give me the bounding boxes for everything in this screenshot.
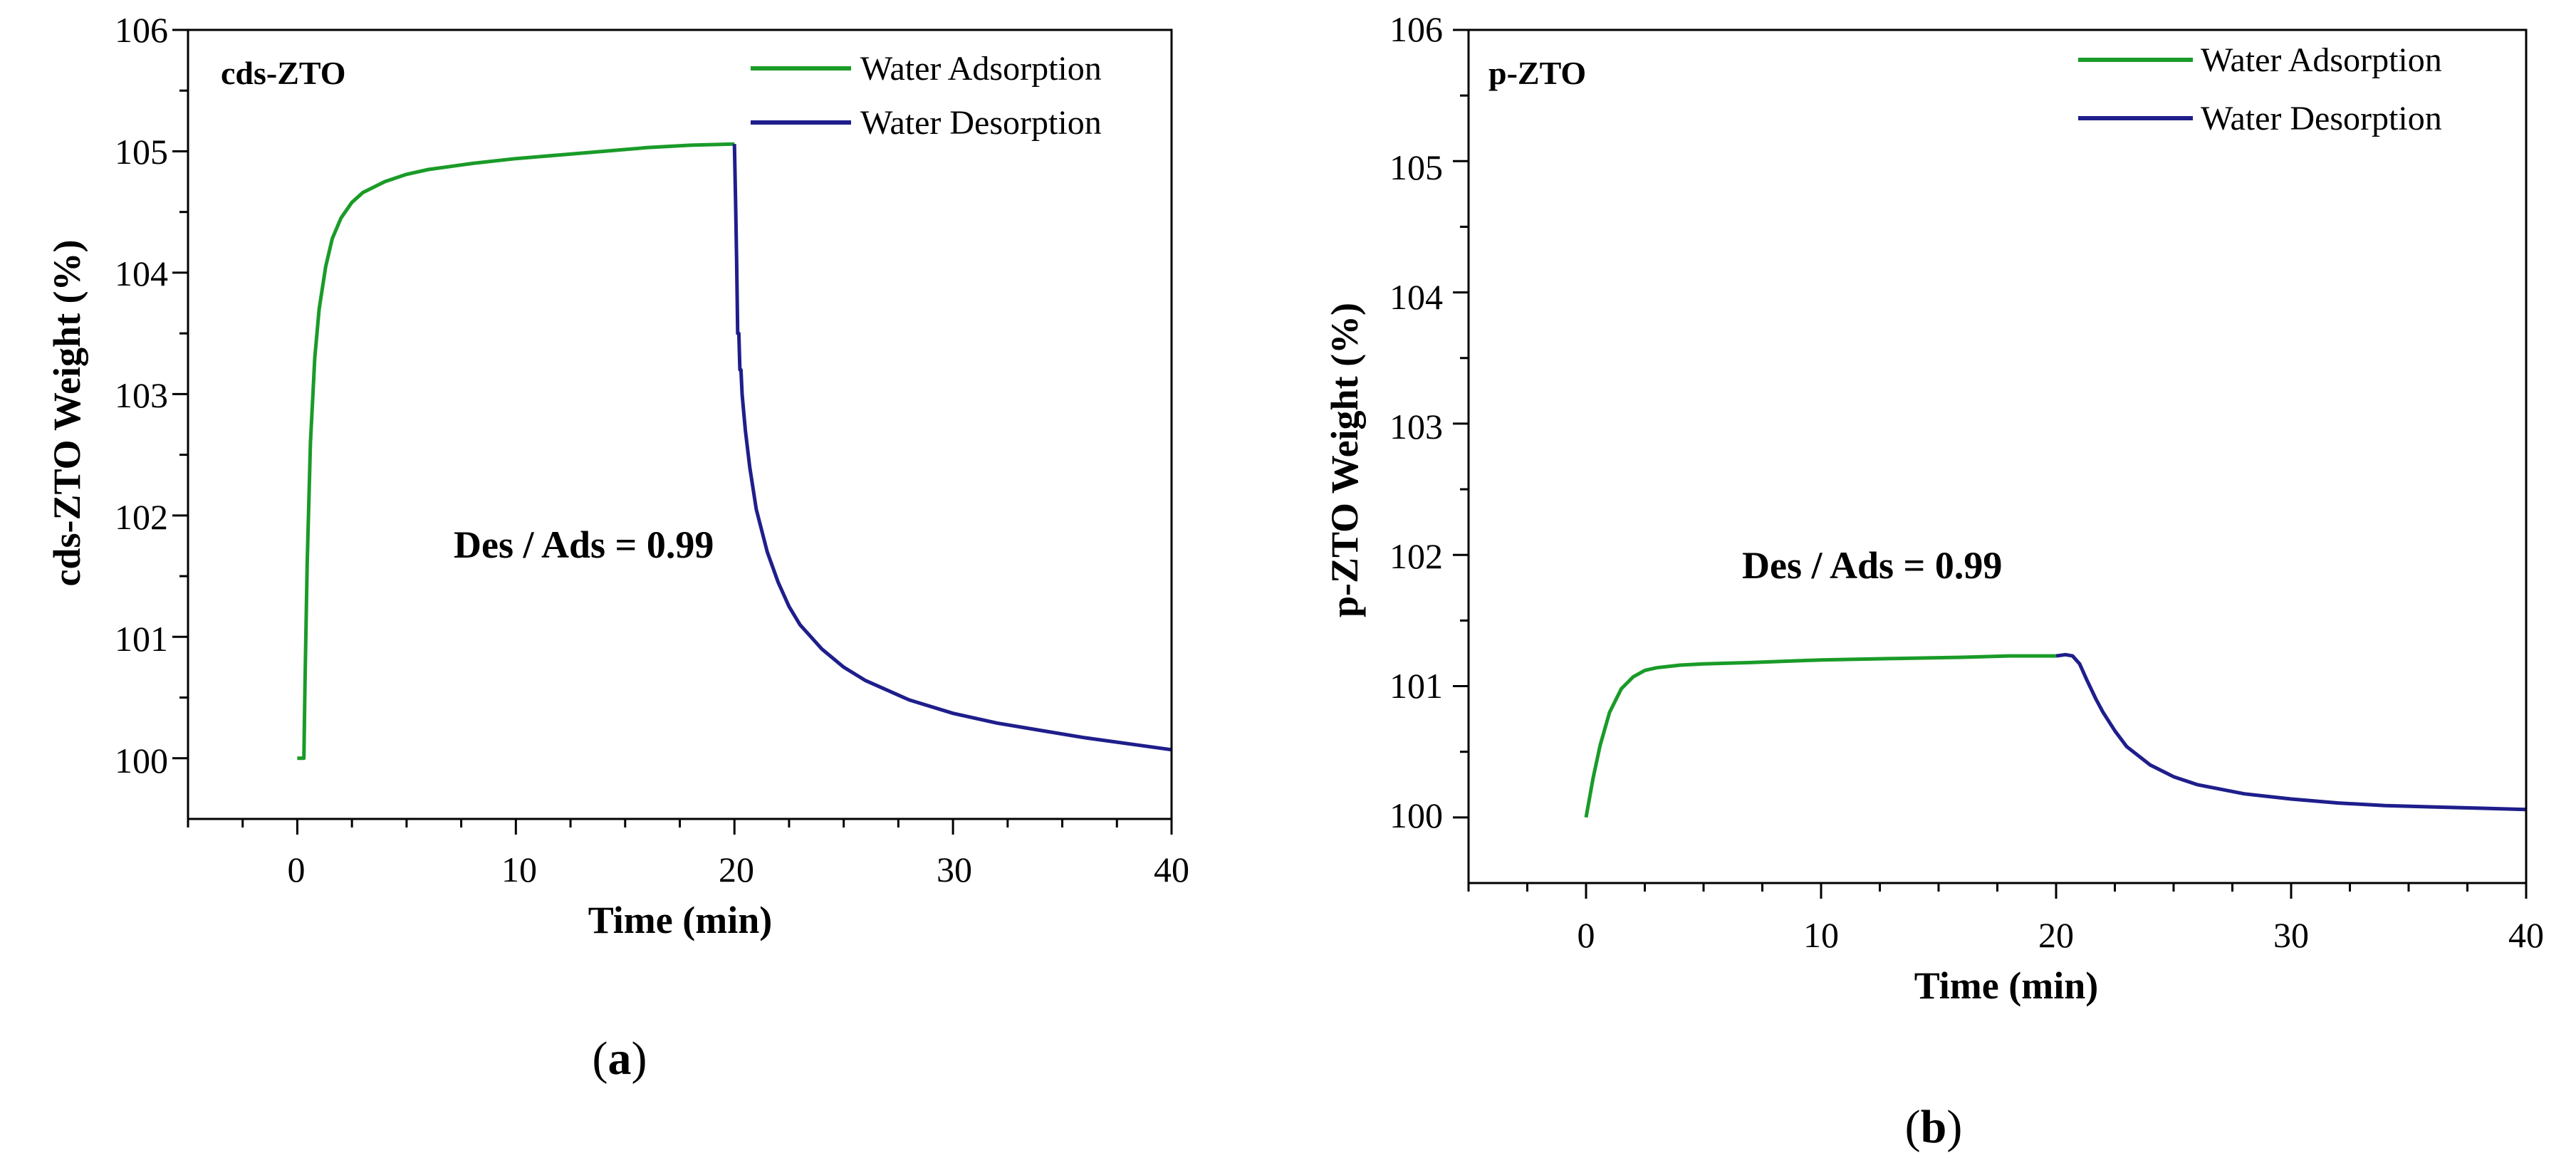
chart-a-panel-label: cds-ZTO [221, 55, 346, 91]
chart-a-y-axis-title: cds-ZTO Weight (%) [46, 239, 88, 586]
chart-b-series-desorption-line [2055, 652, 2527, 812]
chart-a-y-tick-label: 100 [115, 741, 168, 780]
chart-a-caption: (a) [593, 1033, 647, 1085]
chart-b-y-tick-label: 104 [1389, 277, 1443, 317]
chart-a-series-desorption-line [732, 144, 1172, 752]
chart-b-series-adsorption-line [1584, 654, 2056, 818]
chart-b-x-tick-label: 20 [2038, 915, 2074, 955]
chart-a-y-tick-label: 105 [115, 132, 168, 172]
chart-a-y-tick-label: 101 [115, 619, 168, 659]
chart-b-y-tick-label: 102 [1389, 536, 1443, 576]
chart-b-x-axis-title: Time (min) [1914, 964, 2098, 1007]
chart-a-x-tick-labels: 0 10 20 30 40 [288, 850, 1190, 889]
chart-a-legend: Water Adsorption Water Desorption [751, 50, 1102, 142]
chart-a-x-tick-label: 0 [288, 850, 306, 889]
chart-a-x-axis-title: Time (min) [588, 899, 772, 941]
chart-a-y-tick-labels: 100 101 102 103 104 105 106 [115, 10, 168, 780]
chart-a-x-tick-label: 40 [1154, 850, 1189, 889]
chart-a-x-tick-label: 20 [719, 850, 754, 889]
chart-b-y-tick-labels: 100 101 102 103 104 105 106 [1389, 9, 1443, 835]
chart-b-annotation: Des / Ads = 0.99 [1742, 544, 2002, 587]
chart-b-caption-open-paren: ( [1905, 1101, 1921, 1153]
chart-panel-b: 0 10 20 30 40 100 101 102 103 104 105 10… [1323, 9, 2544, 1153]
chart-panel-a: 0 10 20 30 40 100 101 102 103 104 105 10… [46, 10, 1189, 1085]
chart-a-y-tick-label: 102 [115, 497, 168, 537]
chart-b-x-tick-label: 0 [1578, 915, 1595, 955]
chart-b-y-tick-label: 103 [1389, 407, 1443, 446]
chart-a-legend-label-desorption: Water Desorption [860, 104, 1102, 142]
chart-b-panel-label: p-ZTO [1488, 55, 1586, 91]
chart-b-x-tick-label: 30 [2273, 915, 2309, 955]
chart-b-plot-frame [1467, 28, 2528, 884]
chart-b-x-tick-label: 40 [2508, 915, 2544, 955]
chart-a-series-group [297, 142, 1172, 761]
chart-a-y-tick-label: 103 [115, 375, 168, 415]
chart-b-legend-label-desorption: Water Desorption [2201, 100, 2442, 137]
chart-b-series-group [1584, 652, 2527, 818]
chart-a-caption-open-paren: ( [593, 1033, 608, 1085]
chart-a-grid-ticks [172, 28, 1173, 835]
chart-b-y-tick-label: 100 [1389, 795, 1443, 835]
chart-a-annotation: Des / Ads = 0.99 [454, 523, 714, 566]
chart-b-grid-ticks [1453, 28, 2528, 899]
chart-b-y-axis-title: p-ZTO Weight (%) [1323, 303, 1366, 617]
chart-a-caption-letter: a [608, 1033, 632, 1085]
chart-b-caption-letter: b [1921, 1101, 1947, 1153]
chart-a-caption-close-paren: ) [632, 1033, 647, 1085]
chart-b-y-tick-label: 105 [1389, 147, 1443, 187]
chart-b-y-tick-label: 101 [1389, 666, 1443, 706]
chart-a-series-adsorption-line [297, 142, 735, 761]
chart-a-y-tick-label: 106 [115, 10, 168, 50]
chart-a-legend-label-adsorption: Water Adsorption [860, 50, 1102, 88]
chart-b-caption-close-paren: ) [1946, 1101, 1962, 1153]
chart-b-x-tick-label: 10 [1803, 915, 1839, 955]
chart-a-plot-frame [187, 28, 1173, 820]
chart-a-y-tick-label: 104 [115, 254, 168, 293]
chart-a-x-tick-label: 10 [501, 850, 537, 889]
chart-b-caption: (b) [1905, 1101, 1963, 1153]
chart-a-x-tick-label: 30 [937, 850, 972, 889]
chart-b-legend: Water Adsorption Water Desorption [2078, 41, 2442, 137]
chart-b-legend-label-adsorption: Water Adsorption [2201, 41, 2442, 79]
chart-b-x-tick-labels: 0 10 20 30 40 [1578, 915, 2545, 955]
chart-b-y-tick-label: 106 [1389, 9, 1443, 49]
